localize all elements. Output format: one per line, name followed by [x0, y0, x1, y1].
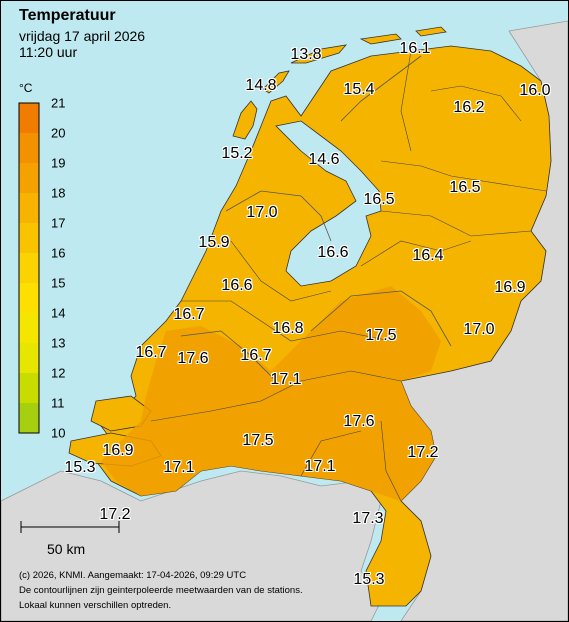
- legend-swatch: [19, 193, 39, 223]
- station-reading-gilze-rijen: 17.5: [242, 432, 274, 449]
- legend-tick-label: 18: [51, 185, 66, 201]
- station-reading-westdorpe: 17.2: [99, 506, 131, 523]
- scale-bar-label: 50 km: [47, 541, 86, 557]
- legend-tick-label: 17: [51, 215, 66, 231]
- station-reading-volkel: 17.6: [343, 413, 375, 430]
- province-borders: [150, 50, 547, 502]
- station-reading-berkhout: 17.0: [246, 204, 278, 221]
- station-reading-schiphol: 16.6: [221, 277, 253, 294]
- station-reading-de-bilt: 16.8: [272, 320, 304, 337]
- map-title: Temperatuur: [19, 7, 116, 24]
- belgium-region: [1, 470, 382, 621]
- legend-tick-label: 13: [51, 335, 66, 351]
- station-reading-texel: 14.8: [245, 77, 277, 94]
- station-reading-arcen: 17.2: [407, 444, 439, 461]
- legend-swatch: [19, 283, 39, 313]
- station-reading-texel-north: 13.8: [290, 46, 322, 63]
- station-reading-heino: 16.4: [412, 247, 444, 264]
- legend-swatch: [19, 373, 39, 403]
- station-reading-woensdrecht: 17.1: [163, 459, 195, 476]
- footer-local-note: Lokaal kunnen verschillen optreden.: [19, 600, 172, 611]
- legend-tick-label: 12: [51, 365, 66, 381]
- station-reading-marknesse: 16.5: [363, 191, 395, 208]
- warm-zone: [101, 286, 441, 501]
- station-reading-deelen: 17.5: [365, 327, 397, 344]
- vlieland-island: [262, 70, 290, 94]
- station-reading-hoek-van-holland: 16.7: [135, 344, 167, 361]
- footer-contour-note: De contourlijnen zijn geinterpoleerde me…: [19, 585, 303, 596]
- station-reading-vlissingen: 15.3: [64, 459, 96, 476]
- station-reading-den-helder: 15.2: [221, 145, 253, 162]
- station-reading-groningen: 16.2: [453, 99, 485, 116]
- legend-tick-label: 14: [51, 305, 66, 321]
- station-reading-lauwersoog: 16.1: [399, 40, 431, 57]
- station-reading-ell: 17.3: [352, 510, 384, 527]
- station-reading-leeuwarden: 15.4: [343, 81, 375, 98]
- legend-colorbar: [19, 103, 39, 433]
- legend-tick-label: 16: [51, 245, 66, 261]
- station-reading-valkenburg: 16.7: [173, 306, 205, 323]
- station-reading-hupsel: 17.0: [463, 321, 495, 338]
- texel-island: [232, 100, 258, 140]
- station-reading-wilhelminadorp: 16.9: [102, 442, 134, 459]
- station-reading-maastricht: 15.3: [353, 571, 385, 588]
- ameland-island: [359, 33, 402, 45]
- legend-swatch: [19, 223, 39, 253]
- legend-swatch: [19, 343, 39, 373]
- station-reading-stavoren: 14.6: [308, 151, 340, 168]
- schiermonnikoog-island: [415, 26, 447, 37]
- station-reading-lelystad: 16.6: [317, 244, 349, 261]
- station-reading-rotterdam: 17.6: [177, 350, 209, 367]
- legend-swatch: [19, 163, 39, 193]
- station-reading-hoogeveen: 16.5: [449, 179, 481, 196]
- station-reading-eindhoven: 17.1: [304, 458, 336, 475]
- station-reading-cabauw: 16.7: [240, 347, 272, 364]
- station-reading-herwijnen: 17.1: [270, 371, 302, 388]
- contour-lines: [180, 55, 452, 382]
- legend-tick-label: 21: [51, 95, 66, 111]
- legend-tick-label: 20: [51, 125, 66, 141]
- map-date: vrijdag 17 april 2026: [19, 28, 146, 44]
- legend-swatch: [19, 103, 39, 133]
- legend-swatch: [19, 133, 39, 163]
- legend-tick-label: 19: [51, 155, 66, 171]
- legend-unit: °C: [19, 81, 33, 95]
- legend-tick-label: 10: [51, 425, 66, 441]
- legend-swatch: [19, 403, 39, 433]
- legend-tick-label: 11: [51, 395, 65, 411]
- legend-swatch: [19, 313, 39, 343]
- ijsselmeer: [275, 120, 382, 287]
- station-reading-twenthe: 16.9: [494, 279, 526, 296]
- station-reading-ijmuiden: 15.9: [198, 234, 230, 251]
- map-time: 11:20 uur: [19, 44, 78, 60]
- legend-swatch: [19, 253, 39, 283]
- footer-copyright: (c) 2026, KNMI. Aangemaakt: 17-04-2026, …: [19, 570, 247, 581]
- scale-bar: [20, 521, 120, 533]
- terschelling-island: [290, 44, 348, 64]
- legend-tick-label: 15: [51, 275, 66, 291]
- station-reading-nieuw-beerta: 16.0: [519, 82, 551, 99]
